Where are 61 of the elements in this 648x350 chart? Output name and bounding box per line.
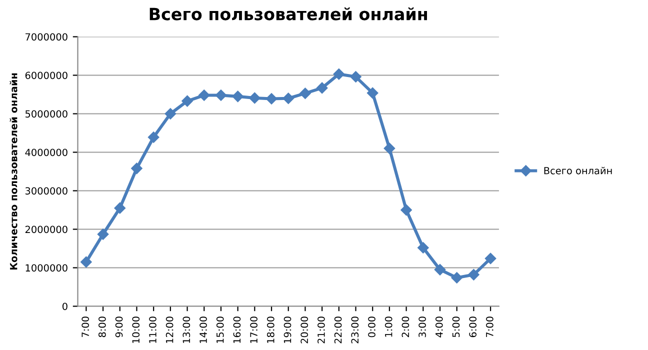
x-tick-label: 5:00 (452, 316, 460, 338)
y-tick-label: 4000000 (25, 148, 68, 156)
y-tick-label: 5000000 (25, 110, 68, 118)
point (131, 162, 142, 174)
x-tick-label: 1:00 (384, 316, 392, 337)
x-tick-label: 21:00 (318, 316, 325, 344)
x-tick-label: 20:00 (300, 316, 308, 344)
point (350, 71, 362, 82)
x-tick-label: 17:00 (250, 316, 258, 343)
point (468, 269, 480, 280)
y-axis-title: Количество пользователей онлайн (10, 73, 18, 270)
point (249, 92, 260, 104)
y-tick-label: 3000000 (25, 187, 68, 195)
point (198, 90, 210, 101)
point (182, 95, 193, 107)
x-tick-label: 13:00 (182, 316, 190, 343)
legend-label: Всего онлайн (544, 166, 612, 174)
point (366, 87, 378, 99)
x-tick-label: 15:00 (216, 316, 224, 343)
x-tick-label: 23:00 (351, 316, 359, 344)
point (97, 228, 109, 240)
x-tick-label: 14:00 (200, 316, 207, 343)
point (434, 264, 446, 276)
chart-title: Всего пользователей онлайн (150, 7, 427, 20)
point (484, 252, 496, 264)
x-tick-label: 11:00 (149, 316, 156, 343)
x-tick-label: 0:00 (368, 316, 376, 338)
point (215, 90, 227, 101)
x-tick-label: 8:00 (98, 316, 106, 338)
x-tick-label: 9:00 (115, 316, 123, 338)
point (282, 92, 294, 104)
point (148, 132, 160, 143)
y-tick-label: 6000000 (25, 72, 68, 80)
point (266, 93, 278, 104)
x-tick-label: 3:00 (418, 316, 426, 338)
x-tick-label: 2:00 (402, 316, 410, 338)
x-tick-label: 19:00 (284, 316, 292, 343)
x-tick-label: 7:00 (82, 316, 90, 338)
point (384, 142, 396, 154)
point (232, 90, 244, 102)
x-tick-label: 18:00 (266, 316, 274, 343)
x-tick-label: 7:00 (486, 316, 494, 338)
point (300, 88, 311, 99)
x-tick-label: 22:00 (334, 316, 342, 344)
point (164, 108, 176, 120)
point (451, 272, 462, 284)
x-tick-label: 16:00 (233, 316, 241, 343)
x-tick-label: 12:00 (166, 316, 174, 343)
point (400, 204, 412, 216)
x-tick-label: 6:00 (469, 316, 477, 338)
point (316, 82, 328, 94)
y-tick-label: 0 (62, 302, 68, 310)
point (418, 242, 429, 254)
x-tick-label: 4:00 (435, 316, 443, 338)
point (114, 202, 126, 214)
y-tick-label: 7000000 (26, 33, 68, 41)
y-tick-label: 2000000 (25, 226, 68, 234)
y-tick-label: 1000000 (26, 264, 68, 272)
x-tick-label: 10:00 (132, 316, 140, 343)
point (333, 68, 345, 80)
point (80, 256, 92, 268)
